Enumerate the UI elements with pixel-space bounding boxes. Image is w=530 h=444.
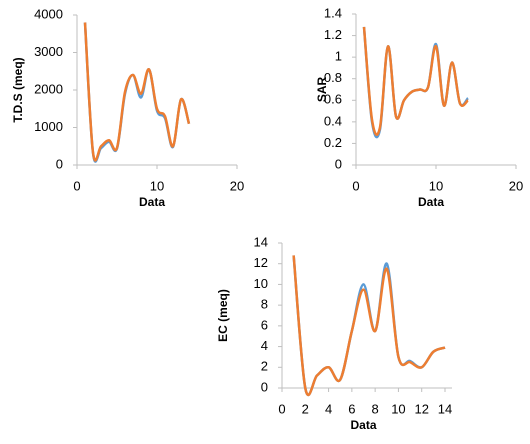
y-axis-label: EC (meq) <box>216 289 230 342</box>
x-axis-label: Data <box>418 195 444 209</box>
series-line <box>362 26 469 136</box>
y-axis-label: T.D.S (meq) <box>11 57 25 122</box>
x-tick-label: 20 <box>230 178 244 193</box>
y-tick-label: 14 <box>254 234 268 249</box>
y-tick-label: 0 <box>261 379 268 394</box>
x-axis-label: Data <box>139 195 165 209</box>
x-tick-label: 10 <box>150 178 164 193</box>
y-tick-label: 0.6 <box>324 92 342 107</box>
y-tick-label: 0.2 <box>324 135 342 150</box>
y-tick-label: 0 <box>335 156 342 171</box>
x-tick-label: 0 <box>73 178 80 193</box>
y-tick-label: 6 <box>261 317 268 332</box>
x-axis-label: Data <box>350 418 376 432</box>
y-tick-label: 8 <box>261 297 268 312</box>
x-tick-label: 10 <box>429 178 443 193</box>
x-tick-label: 6 <box>348 401 355 416</box>
y-tick-label: 1000 <box>34 119 63 134</box>
y-tick-label: 0.4 <box>324 113 342 128</box>
series-line <box>292 255 446 397</box>
y-tick-label: 4 <box>261 338 268 353</box>
x-tick-label: 12 <box>414 401 428 416</box>
series-line <box>362 26 469 139</box>
y-tick-label: 12 <box>254 255 268 270</box>
y-tick-label: 2000 <box>34 81 63 96</box>
x-tick-label: 10 <box>391 401 405 416</box>
y-tick-label: 1.4 <box>324 5 342 20</box>
x-tick-label: 0 <box>352 178 359 193</box>
y-tick-label: 10 <box>254 276 268 291</box>
x-tick-label: 4 <box>325 401 332 416</box>
y-tick-label: 0.8 <box>324 70 342 85</box>
x-tick-label: 0 <box>278 401 285 416</box>
x-tick-label: 14 <box>438 401 452 416</box>
x-tick-label: 2 <box>302 401 309 416</box>
x-tick-label: 8 <box>372 401 379 416</box>
series-line <box>292 255 446 397</box>
x-tick-label: 20 <box>509 178 523 193</box>
y-tick-label: 2 <box>261 359 268 374</box>
y-tick-label: 1.2 <box>324 27 342 42</box>
series-line <box>83 22 191 162</box>
y-tick-label: 3000 <box>34 44 63 59</box>
y-axis-label: SAR <box>315 77 329 103</box>
y-tick-label: 4000 <box>34 6 63 21</box>
y-tick-label: 1 <box>335 49 342 64</box>
y-tick-label: 0 <box>56 156 63 171</box>
